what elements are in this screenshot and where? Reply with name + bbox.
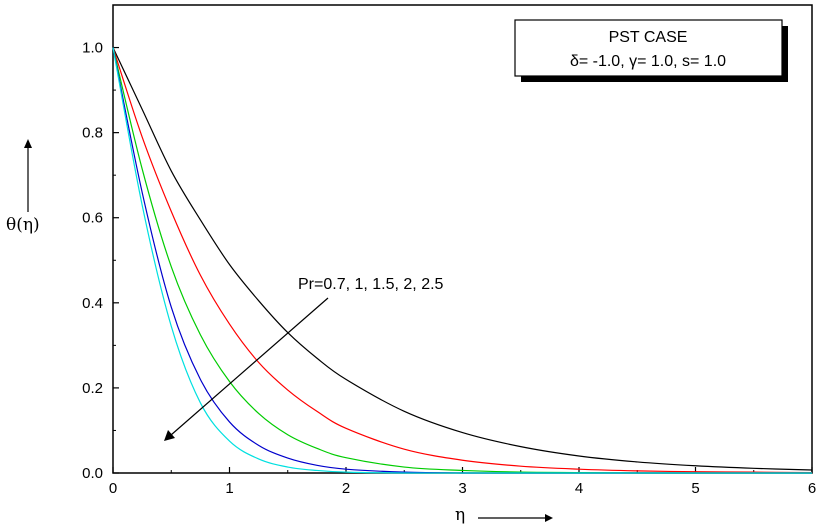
series-line-5 xyxy=(112,47,812,474)
y-tick-label: 1.0 xyxy=(82,40,103,57)
x-tick-label: 6 xyxy=(808,480,816,497)
y-axis-arrow xyxy=(24,139,32,212)
y-tick-label: 0.4 xyxy=(82,295,103,312)
pr-annotation: Pr=0.7, 1, 1.5, 2, 2.5 xyxy=(298,276,444,293)
legend-params: δ= -1.0, γ= 1.0, s= 1.0 xyxy=(570,53,726,70)
series-lines xyxy=(112,47,813,474)
x-tick-label: 1 xyxy=(225,480,233,497)
plot-area xyxy=(112,4,813,474)
y-tick-label: 0.0 xyxy=(82,465,103,482)
legend-box: PST CASE δ= -1.0, γ= 1.0, s= 1.0 xyxy=(514,19,788,82)
x-tick-label: 5 xyxy=(691,480,699,497)
annotation-arrow xyxy=(164,297,329,441)
y-tick-label: 0.2 xyxy=(82,380,103,397)
x-tick-label: 4 xyxy=(575,480,583,497)
y-axis-ticks: 0.0 0.2 0.4 0.6 0.8 1.0 xyxy=(82,40,119,482)
y-axis-label: θ(η) xyxy=(6,215,40,235)
x-tick-label: 3 xyxy=(458,480,466,497)
x-axis-label: η xyxy=(455,505,465,525)
series-line-1 xyxy=(112,47,813,471)
x-tick-label: 0 xyxy=(109,480,117,497)
y-tick-label: 0.6 xyxy=(82,210,103,227)
series-line-2 xyxy=(112,47,813,474)
legend-title: PST CASE xyxy=(609,29,688,46)
y-tick-label: 0.8 xyxy=(82,125,103,142)
x-axis-arrow xyxy=(478,514,553,522)
x-tick-label: 2 xyxy=(342,480,350,497)
